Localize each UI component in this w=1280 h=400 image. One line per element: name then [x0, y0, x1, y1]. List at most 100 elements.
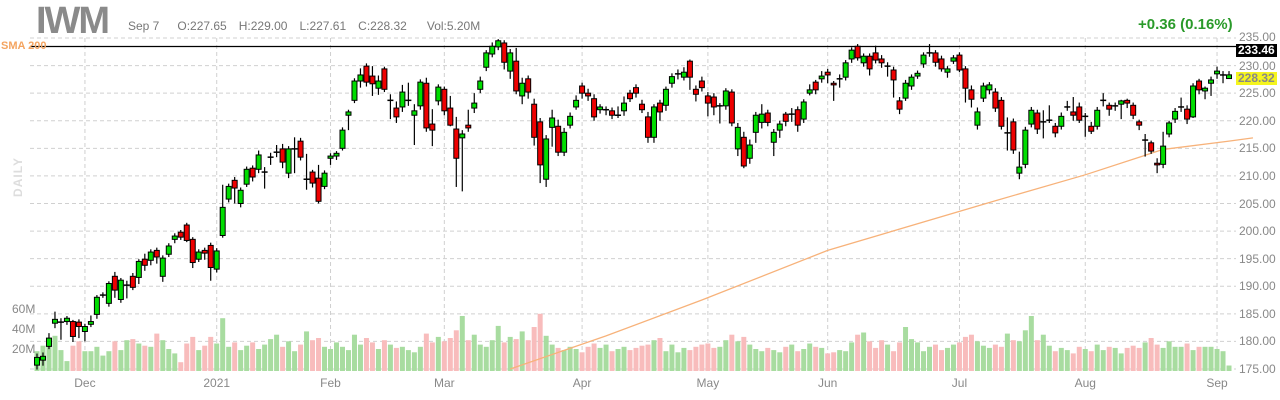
candle-body [1010, 121, 1017, 151]
candle-body [1106, 104, 1113, 110]
candle-body [1016, 166, 1023, 174]
volume-bar [998, 346, 1004, 371]
candle-body [321, 172, 328, 187]
volume-bar [1142, 342, 1148, 371]
volume-bar [118, 350, 124, 371]
volume-bar [232, 342, 238, 371]
candle-body [1136, 121, 1143, 126]
candle-body [710, 96, 717, 108]
volume-bar [1082, 349, 1088, 371]
quote-high: H:229.00 [238, 19, 288, 33]
month-label: Apr [572, 376, 592, 390]
sma-200-label: SMA 200 [1, 40, 47, 52]
volume-bar [1046, 345, 1052, 371]
volume-bar [1202, 346, 1208, 371]
candle-body [728, 91, 735, 124]
volume-bar [160, 340, 166, 371]
candle-body [1208, 79, 1215, 84]
volume-bar [573, 349, 579, 371]
candle-body [105, 282, 112, 304]
candle-body [393, 107, 400, 118]
volume-bar [154, 333, 160, 371]
volume-bar [879, 340, 885, 371]
candle-body [914, 72, 921, 77]
candle-body [776, 123, 783, 131]
volume-bar [897, 342, 903, 371]
volume-bar [753, 349, 759, 371]
volume-bar [274, 334, 280, 371]
volume-bar [1130, 345, 1136, 371]
volume-bar [148, 346, 154, 371]
volume-bar [220, 318, 226, 371]
volume-bar [447, 338, 453, 371]
month-label: Aug [1074, 376, 1096, 390]
candle-body [363, 65, 370, 83]
candle-body [51, 318, 58, 324]
candle-body [93, 296, 100, 315]
volume-bar [519, 331, 525, 371]
candle-body [477, 80, 484, 90]
price-tick: 180.00 [1239, 334, 1276, 349]
candle-body [633, 87, 639, 94]
candle-body [69, 321, 76, 337]
candle-body [75, 321, 82, 328]
volume-bar [1040, 334, 1046, 371]
volume-bar [1172, 346, 1178, 371]
candle-body [896, 100, 903, 110]
candle-body [986, 84, 993, 91]
volume-bar [735, 341, 741, 371]
candle-body [1214, 70, 1221, 75]
candle-body [525, 78, 532, 93]
candle-body [1088, 125, 1095, 132]
candle-body [854, 45, 861, 59]
month-label: Sep [1206, 376, 1228, 390]
candle-body [1172, 110, 1179, 120]
candle-body [183, 224, 190, 241]
candle-body [423, 82, 430, 129]
volume-bar [369, 342, 375, 371]
volume-bar [807, 343, 813, 371]
candle-body [141, 258, 148, 266]
candle-body [956, 54, 963, 71]
month-label: Feb [320, 376, 341, 390]
volume-bar [166, 349, 172, 371]
candle-body [327, 155, 334, 159]
candle-body [1184, 108, 1191, 120]
volume-bar [873, 347, 879, 371]
volume-bar [483, 346, 489, 371]
volume-bar [741, 336, 747, 371]
candle-body [333, 152, 340, 157]
candle-body [435, 86, 442, 102]
candle-body [860, 55, 867, 64]
volume-bar [729, 334, 735, 371]
volume-bar [214, 343, 220, 371]
candle-body [1154, 162, 1161, 166]
volume-bar [124, 340, 130, 371]
candle-body [39, 355, 46, 361]
volume-bar [585, 346, 591, 371]
month-label: Jul [951, 376, 968, 390]
volume-bar [136, 343, 142, 371]
volume-bar [921, 351, 927, 371]
volume-bar [956, 342, 962, 371]
candle-body [495, 40, 502, 48]
candle-body [644, 116, 651, 138]
volume-bar [669, 344, 675, 371]
price-tick: 175.00 [1239, 362, 1276, 376]
candle-body [45, 337, 52, 347]
volume-bar [693, 346, 699, 371]
volume-bar [46, 340, 52, 371]
month-label: Dec [74, 376, 96, 390]
volume-bar [1196, 346, 1202, 371]
volume-bar [699, 344, 705, 371]
volume-bar [986, 347, 992, 371]
candle-body [992, 91, 999, 109]
volume-bar [112, 341, 118, 371]
volume-bar [657, 338, 663, 371]
volume-bar [190, 336, 196, 371]
volume-bar [891, 351, 897, 371]
candle-body [932, 52, 939, 63]
candle-body [111, 275, 118, 291]
candle-body [255, 154, 262, 170]
